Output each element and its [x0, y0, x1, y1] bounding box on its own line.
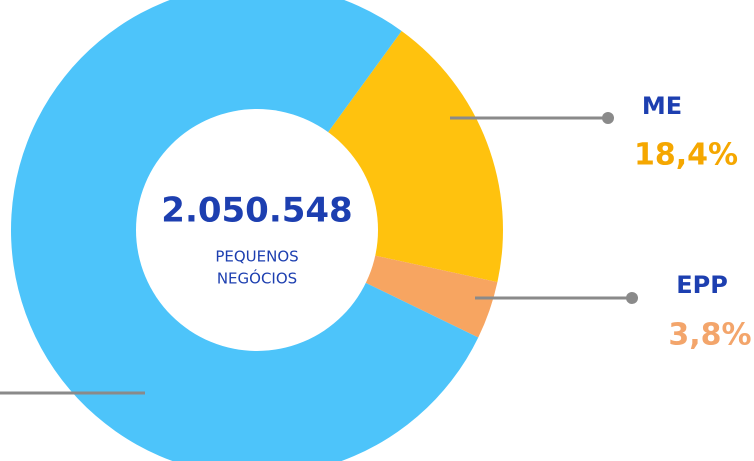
center-value: 2.050.548 — [161, 191, 352, 231]
category-label: EPP — [676, 271, 728, 299]
center-label: NEGÓCIOS — [217, 269, 297, 288]
value-label: 18,4% — [634, 138, 738, 173]
value-label: 3,8% — [668, 318, 751, 353]
center-label: PEQUENOS — [215, 248, 298, 266]
leader-dot — [602, 112, 614, 124]
leader-dot — [626, 292, 638, 304]
category-label: ME — [642, 92, 682, 120]
leader-lines — [0, 112, 638, 395]
donut-hole — [136, 109, 378, 351]
